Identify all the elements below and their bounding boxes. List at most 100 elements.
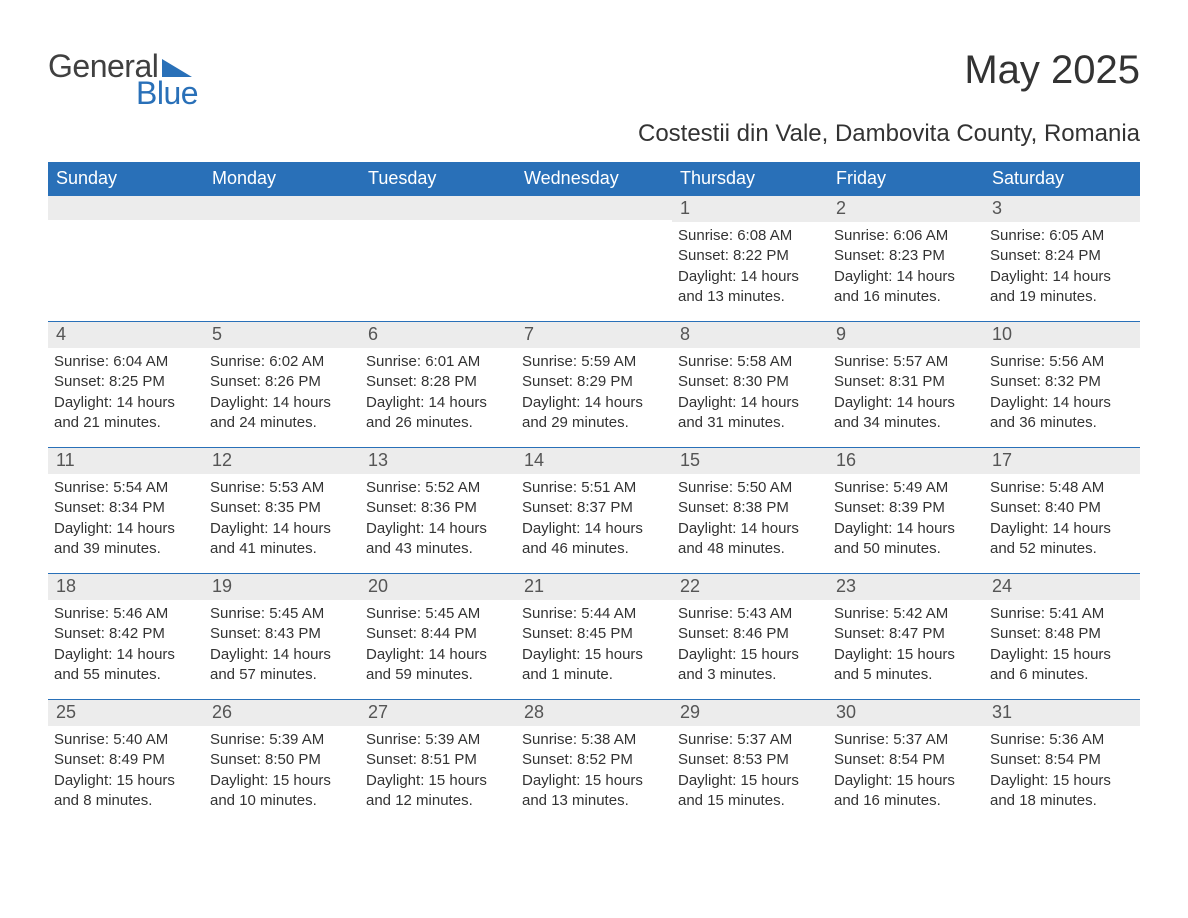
daylight-text: Daylight: 14 hours and 24 minutes. bbox=[210, 393, 354, 434]
date-number: 8 bbox=[672, 322, 828, 348]
daylight-text: Daylight: 14 hours and 57 minutes. bbox=[210, 645, 354, 686]
date-number: 13 bbox=[360, 448, 516, 474]
daylight-text: Daylight: 15 hours and 15 minutes. bbox=[678, 771, 822, 812]
day-body: Sunrise: 5:52 AMSunset: 8:36 PMDaylight:… bbox=[366, 474, 510, 559]
sunset-text: Sunset: 8:24 PM bbox=[990, 246, 1134, 266]
sunrise-text: Sunrise: 5:37 AM bbox=[834, 730, 978, 750]
day-body: Sunrise: 5:56 AMSunset: 8:32 PMDaylight:… bbox=[990, 348, 1134, 433]
day-body: Sunrise: 5:54 AMSunset: 8:34 PMDaylight:… bbox=[54, 474, 198, 559]
week-row: 25Sunrise: 5:40 AMSunset: 8:49 PMDayligh… bbox=[48, 699, 1140, 825]
day-body: Sunrise: 6:05 AMSunset: 8:24 PMDaylight:… bbox=[990, 222, 1134, 307]
days-of-week-row: SundayMondayTuesdayWednesdayThursdayFrid… bbox=[48, 162, 1140, 196]
daylight-text: Daylight: 14 hours and 13 minutes. bbox=[678, 267, 822, 308]
sunrise-text: Sunrise: 5:45 AM bbox=[366, 604, 510, 624]
date-number: 19 bbox=[204, 574, 360, 600]
sunrise-text: Sunrise: 5:43 AM bbox=[678, 604, 822, 624]
sunrise-text: Sunrise: 5:45 AM bbox=[210, 604, 354, 624]
daylight-text: Daylight: 14 hours and 21 minutes. bbox=[54, 393, 198, 434]
daylight-text: Daylight: 14 hours and 19 minutes. bbox=[990, 267, 1134, 308]
sunrise-text: Sunrise: 5:40 AM bbox=[54, 730, 198, 750]
sunrise-text: Sunrise: 5:51 AM bbox=[522, 478, 666, 498]
day-cell: 15Sunrise: 5:50 AMSunset: 8:38 PMDayligh… bbox=[672, 448, 828, 573]
sunset-text: Sunset: 8:40 PM bbox=[990, 498, 1134, 518]
day-body: Sunrise: 5:38 AMSunset: 8:52 PMDaylight:… bbox=[522, 726, 666, 811]
sunrise-text: Sunrise: 5:46 AM bbox=[54, 604, 198, 624]
sunset-text: Sunset: 8:29 PM bbox=[522, 372, 666, 392]
date-number: 10 bbox=[984, 322, 1140, 348]
sunrise-text: Sunrise: 5:53 AM bbox=[210, 478, 354, 498]
sunset-text: Sunset: 8:47 PM bbox=[834, 624, 978, 644]
sunset-text: Sunset: 8:32 PM bbox=[990, 372, 1134, 392]
sunrise-text: Sunrise: 5:52 AM bbox=[366, 478, 510, 498]
date-number bbox=[516, 196, 672, 220]
sunset-text: Sunset: 8:45 PM bbox=[522, 624, 666, 644]
sunrise-text: Sunrise: 6:01 AM bbox=[366, 352, 510, 372]
day-cell: 1Sunrise: 6:08 AMSunset: 8:22 PMDaylight… bbox=[672, 196, 828, 321]
day-body: Sunrise: 5:45 AMSunset: 8:44 PMDaylight:… bbox=[366, 600, 510, 685]
day-cell: 10Sunrise: 5:56 AMSunset: 8:32 PMDayligh… bbox=[984, 322, 1140, 447]
day-cell: 30Sunrise: 5:37 AMSunset: 8:54 PMDayligh… bbox=[828, 700, 984, 825]
date-number: 31 bbox=[984, 700, 1140, 726]
sunset-text: Sunset: 8:23 PM bbox=[834, 246, 978, 266]
day-cell bbox=[48, 196, 204, 321]
week-row: 4Sunrise: 6:04 AMSunset: 8:25 PMDaylight… bbox=[48, 321, 1140, 447]
date-number: 12 bbox=[204, 448, 360, 474]
date-number: 1 bbox=[672, 196, 828, 222]
day-cell: 25Sunrise: 5:40 AMSunset: 8:49 PMDayligh… bbox=[48, 700, 204, 825]
date-number: 18 bbox=[48, 574, 204, 600]
date-number bbox=[48, 196, 204, 220]
day-body: Sunrise: 5:39 AMSunset: 8:51 PMDaylight:… bbox=[366, 726, 510, 811]
day-cell: 28Sunrise: 5:38 AMSunset: 8:52 PMDayligh… bbox=[516, 700, 672, 825]
date-number: 22 bbox=[672, 574, 828, 600]
daylight-text: Daylight: 14 hours and 41 minutes. bbox=[210, 519, 354, 560]
date-number: 25 bbox=[48, 700, 204, 726]
day-cell: 3Sunrise: 6:05 AMSunset: 8:24 PMDaylight… bbox=[984, 196, 1140, 321]
sunset-text: Sunset: 8:52 PM bbox=[522, 750, 666, 770]
day-body: Sunrise: 5:50 AMSunset: 8:38 PMDaylight:… bbox=[678, 474, 822, 559]
date-number: 15 bbox=[672, 448, 828, 474]
sunrise-text: Sunrise: 5:44 AM bbox=[522, 604, 666, 624]
sunset-text: Sunset: 8:54 PM bbox=[990, 750, 1134, 770]
daylight-text: Daylight: 15 hours and 16 minutes. bbox=[834, 771, 978, 812]
daylight-text: Daylight: 14 hours and 36 minutes. bbox=[990, 393, 1134, 434]
sunrise-text: Sunrise: 5:56 AM bbox=[990, 352, 1134, 372]
day-cell: 31Sunrise: 5:36 AMSunset: 8:54 PMDayligh… bbox=[984, 700, 1140, 825]
dow-cell: Saturday bbox=[984, 162, 1140, 196]
day-body: Sunrise: 5:36 AMSunset: 8:54 PMDaylight:… bbox=[990, 726, 1134, 811]
sunset-text: Sunset: 8:54 PM bbox=[834, 750, 978, 770]
daylight-text: Daylight: 15 hours and 13 minutes. bbox=[522, 771, 666, 812]
dow-cell: Monday bbox=[204, 162, 360, 196]
logo: General Blue bbox=[48, 48, 198, 112]
day-body: Sunrise: 5:58 AMSunset: 8:30 PMDaylight:… bbox=[678, 348, 822, 433]
daylight-text: Daylight: 15 hours and 6 minutes. bbox=[990, 645, 1134, 686]
header-row: General Blue May 2025 bbox=[48, 48, 1140, 112]
sunset-text: Sunset: 8:44 PM bbox=[366, 624, 510, 644]
day-body: Sunrise: 5:51 AMSunset: 8:37 PMDaylight:… bbox=[522, 474, 666, 559]
day-cell: 11Sunrise: 5:54 AMSunset: 8:34 PMDayligh… bbox=[48, 448, 204, 573]
sunset-text: Sunset: 8:26 PM bbox=[210, 372, 354, 392]
sunset-text: Sunset: 8:30 PM bbox=[678, 372, 822, 392]
date-number: 20 bbox=[360, 574, 516, 600]
day-cell: 21Sunrise: 5:44 AMSunset: 8:45 PMDayligh… bbox=[516, 574, 672, 699]
sunset-text: Sunset: 8:42 PM bbox=[54, 624, 198, 644]
daylight-text: Daylight: 15 hours and 18 minutes. bbox=[990, 771, 1134, 812]
sunset-text: Sunset: 8:34 PM bbox=[54, 498, 198, 518]
sunset-text: Sunset: 8:36 PM bbox=[366, 498, 510, 518]
daylight-text: Daylight: 14 hours and 16 minutes. bbox=[834, 267, 978, 308]
day-cell: 20Sunrise: 5:45 AMSunset: 8:44 PMDayligh… bbox=[360, 574, 516, 699]
weeks-container: 1Sunrise: 6:08 AMSunset: 8:22 PMDaylight… bbox=[48, 196, 1140, 825]
sunset-text: Sunset: 8:31 PM bbox=[834, 372, 978, 392]
day-cell: 23Sunrise: 5:42 AMSunset: 8:47 PMDayligh… bbox=[828, 574, 984, 699]
daylight-text: Daylight: 15 hours and 8 minutes. bbox=[54, 771, 198, 812]
sunrise-text: Sunrise: 5:36 AM bbox=[990, 730, 1134, 750]
day-cell: 27Sunrise: 5:39 AMSunset: 8:51 PMDayligh… bbox=[360, 700, 516, 825]
dow-cell: Tuesday bbox=[360, 162, 516, 196]
day-body: Sunrise: 5:37 AMSunset: 8:53 PMDaylight:… bbox=[678, 726, 822, 811]
day-body: Sunrise: 6:08 AMSunset: 8:22 PMDaylight:… bbox=[678, 222, 822, 307]
sunrise-text: Sunrise: 5:48 AM bbox=[990, 478, 1134, 498]
sunset-text: Sunset: 8:48 PM bbox=[990, 624, 1134, 644]
day-cell: 2Sunrise: 6:06 AMSunset: 8:23 PMDaylight… bbox=[828, 196, 984, 321]
daylight-text: Daylight: 15 hours and 5 minutes. bbox=[834, 645, 978, 686]
daylight-text: Daylight: 14 hours and 31 minutes. bbox=[678, 393, 822, 434]
day-cell: 8Sunrise: 5:58 AMSunset: 8:30 PMDaylight… bbox=[672, 322, 828, 447]
